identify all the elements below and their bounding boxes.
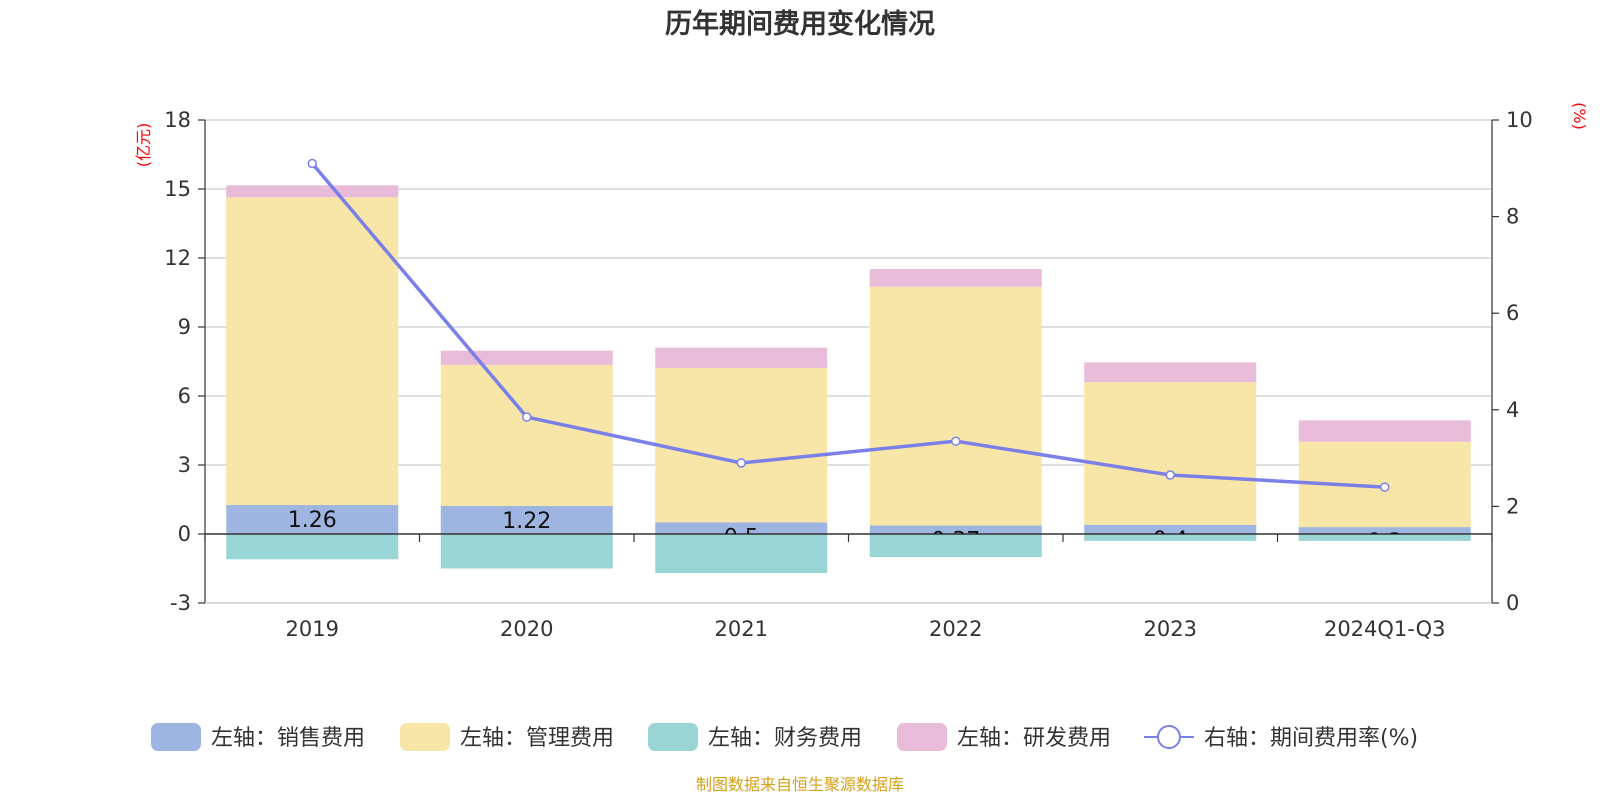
right-axis-tick-label: 2 xyxy=(1506,494,1519,518)
source-note: 制图数据来自恒生聚源数据库 xyxy=(696,775,904,794)
admin-expense-bar xyxy=(869,286,1042,526)
legend: 左轴：销售费用 左轴：管理费用 左轴：财务费用 左轴：研发费用 右轴：期间费用率(%) xyxy=(151,723,1418,751)
legend-swatch xyxy=(400,723,450,751)
right-axis-tick-label: 6 xyxy=(1506,301,1519,325)
rate-line xyxy=(307,158,1390,492)
gridlines xyxy=(205,119,1492,604)
left-axis-tick-label: 12 xyxy=(164,246,191,270)
legend-swatch xyxy=(151,723,201,751)
left-axis-tick-label: 0 xyxy=(178,522,191,546)
right-axis-tick-label: 8 xyxy=(1506,205,1519,229)
rate-line-point xyxy=(736,458,746,468)
sales-expense-bar xyxy=(1084,524,1257,534)
legend-label: 左轴：管理费用 xyxy=(460,726,614,751)
sales-expense-data-label: 0.37 xyxy=(931,528,980,553)
rnd-expense-bar xyxy=(869,269,1042,287)
finance-expense-bar xyxy=(1298,534,1471,541)
bar-labels: 1.26 1.22 0.5 0.37 0.4 0.3 xyxy=(288,508,1402,555)
right-axis-tick-label: 4 xyxy=(1506,398,1519,422)
chart-title: 历年期间费用变化情况 xyxy=(665,8,935,40)
left-axis-tick-label: 18 xyxy=(164,108,191,132)
left-axis-tick-label: -3 xyxy=(170,591,191,615)
sales-expense-data-label: 0.3 xyxy=(1367,530,1402,555)
sales-expense-data-label: 0.4 xyxy=(1153,528,1188,553)
sales-expense-bar xyxy=(655,522,828,534)
sales-expense-bar xyxy=(440,505,613,534)
admin-expense-bar xyxy=(655,367,828,523)
finance-expense-bar xyxy=(226,534,399,560)
left-axis-tick-label: 9 xyxy=(178,315,191,339)
finance-expense-bar xyxy=(869,534,1042,557)
sales-expense-bar xyxy=(226,505,399,534)
right-axis-unit: (%) xyxy=(1570,102,1589,130)
legend-label: 左轴：财务费用 xyxy=(708,726,862,751)
rate-line-point xyxy=(1380,482,1390,492)
left-axis-unit: (亿元) xyxy=(134,123,153,168)
x-axis-category-label: 2020 xyxy=(500,617,553,641)
sales-expense-data-label: 1.22 xyxy=(502,509,551,534)
sales-expense-data-label: 0.5 xyxy=(724,526,759,551)
rate-line-point xyxy=(951,436,961,446)
left-axis-tick-label: 6 xyxy=(178,384,191,408)
sales-expense-data-label: 1.26 xyxy=(288,508,337,533)
rate-line-point xyxy=(522,412,532,422)
rate-line-path xyxy=(310,162,1385,489)
finance-expense-bar xyxy=(440,534,613,569)
axes: -3 0 3 6 9 12 15 18 0 2 4 6 8 10 2019 2020 2021 2022 2023 2… xyxy=(164,108,1532,641)
right-axis-tick-label: 0 xyxy=(1506,591,1519,615)
legend-marker-swatch xyxy=(1157,725,1181,749)
admin-expense-bar xyxy=(440,364,613,506)
legend-label: 右轴：期间费用率(%) xyxy=(1204,726,1418,751)
bars xyxy=(226,185,1471,574)
x-axis-category-label: 2019 xyxy=(286,617,339,641)
x-axis-category-label: 2021 xyxy=(715,617,768,641)
rnd-expense-bar xyxy=(1298,420,1471,442)
x-axis-category-label: 2022 xyxy=(929,617,982,641)
finance-expense-bar xyxy=(1084,534,1257,541)
x-axis-category-label: 2023 xyxy=(1144,617,1197,641)
admin-expense-bar xyxy=(1084,382,1257,525)
legend-label: 左轴：研发费用 xyxy=(957,726,1111,751)
rate-line-point xyxy=(1165,470,1175,480)
rnd-expense-bar xyxy=(1084,362,1257,383)
left-axis-tick-label: 3 xyxy=(178,453,191,477)
rnd-expense-bar xyxy=(655,347,828,368)
sales-expense-bar xyxy=(1298,527,1471,534)
finance-expense-bar xyxy=(655,534,828,574)
rate-line-point xyxy=(307,158,317,169)
legend-swatch xyxy=(648,723,698,751)
right-axis-tick-label: 10 xyxy=(1506,108,1533,132)
legend-swatch xyxy=(897,723,947,751)
sales-expense-bar xyxy=(869,525,1042,534)
x-axis-category-label: 2024Q1-Q3 xyxy=(1324,617,1446,641)
left-axis-tick-label: 15 xyxy=(164,177,191,201)
rnd-expense-bar xyxy=(440,350,613,365)
rnd-expense-bar xyxy=(226,185,399,198)
legend-label: 左轴：销售费用 xyxy=(211,726,365,751)
admin-expense-bar xyxy=(226,197,399,506)
